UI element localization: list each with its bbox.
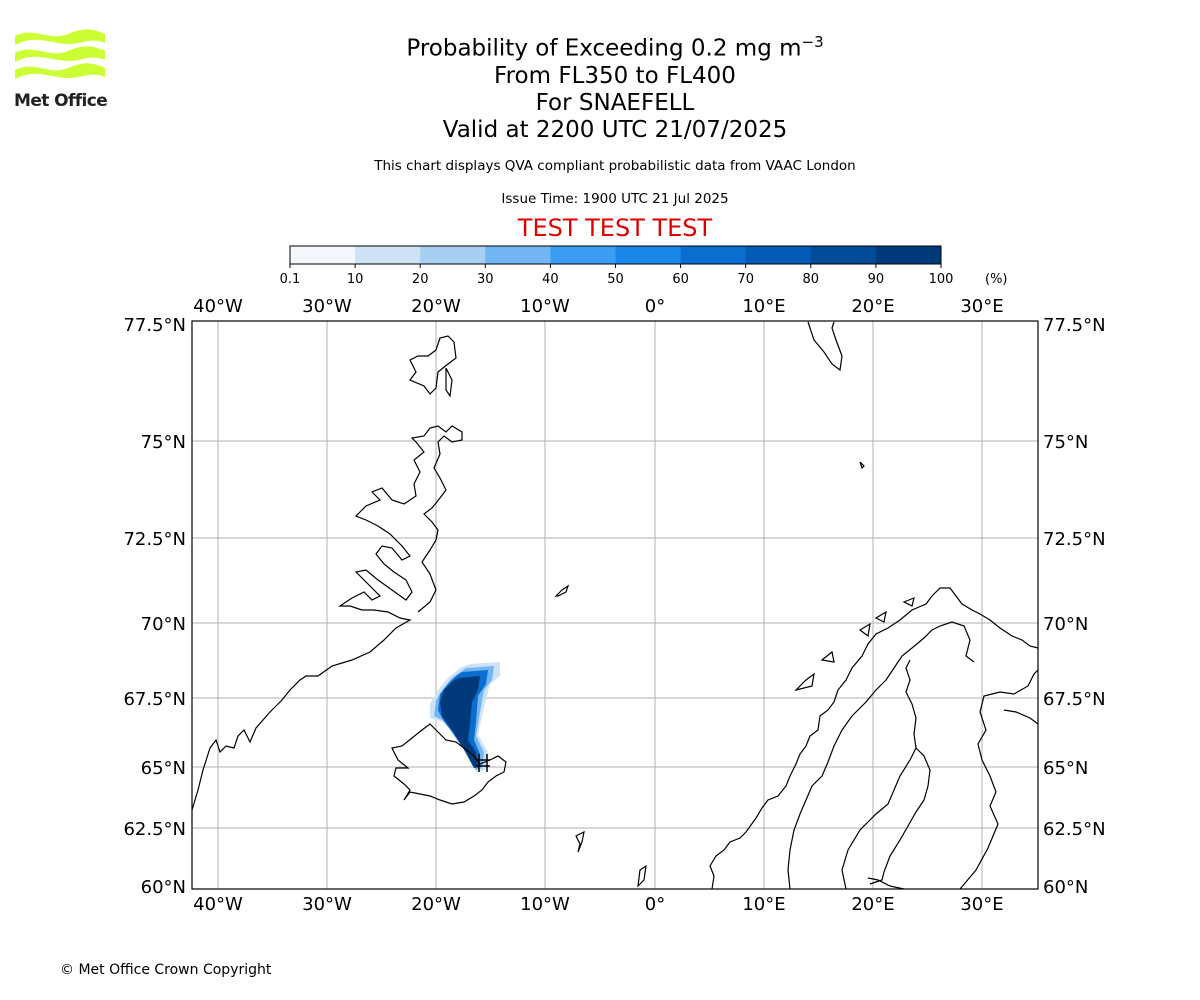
colorbar-segment bbox=[875, 246, 942, 264]
graticule bbox=[192, 321, 1038, 889]
colorbar-segment bbox=[745, 246, 812, 264]
map: 40°W 30°W 20°W 10°W 0° 10°E 20°E 30°E 40°W 30°W 2… bbox=[123, 296, 1106, 915]
colorbar-tick-label: 80 bbox=[803, 272, 820, 287]
chart-description: This chart displays QVA compliant probab… bbox=[374, 158, 856, 174]
lat-label-right: 65°N bbox=[1043, 758, 1088, 779]
colorbar-segment bbox=[290, 246, 356, 264]
lon-label-bottom: 20°E bbox=[851, 894, 894, 915]
volcano-marker-icon bbox=[476, 754, 490, 772]
lon-label-top: 20°E bbox=[851, 296, 894, 317]
colorbar-tick-label: 40 bbox=[542, 272, 559, 287]
lat-label-left: 70°N bbox=[141, 614, 186, 635]
lon-label-bottom: 10°E bbox=[742, 894, 785, 915]
lat-label-right: 77.5°N bbox=[1043, 315, 1106, 336]
copyright: © Met Office Crown Copyright bbox=[60, 962, 272, 978]
lon-label-bottom: 0° bbox=[645, 894, 665, 915]
lat-label-left: 65°N bbox=[141, 758, 186, 779]
colorbar-segment bbox=[550, 246, 616, 264]
lon-label-top: 30°E bbox=[960, 296, 1003, 317]
lat-label-left: 62.5°N bbox=[123, 819, 186, 840]
issue-time: Issue Time: 1900 UTC 21 Jul 2025 bbox=[501, 191, 729, 207]
colorbar-tick-label: 100 bbox=[929, 272, 954, 287]
colorbar-tick-label: 20 bbox=[412, 272, 429, 287]
lat-label-right: 60°N bbox=[1043, 877, 1088, 898]
colorbar-tick-label: 70 bbox=[737, 272, 754, 287]
colorbar: 0.1 10 20 30 40 50 60 70 80 90 100 (%) bbox=[280, 245, 1008, 287]
colorbar-tick-label: 10 bbox=[347, 272, 364, 287]
lon-label-top: 40°W bbox=[193, 296, 243, 317]
lon-label-bottom: 10°W bbox=[520, 894, 570, 915]
colorbar-segment bbox=[615, 246, 682, 264]
lat-label-right: 62.5°N bbox=[1043, 819, 1106, 840]
lat-label-left: 72.5°N bbox=[123, 529, 186, 550]
colorbar-tick-label: 30 bbox=[477, 272, 494, 287]
volcano-name: For SNAEFELL bbox=[535, 90, 695, 116]
lat-label-left: 77.5°N bbox=[123, 315, 186, 336]
chart-title: Probability of Exceeding 0.2 mg m−3 bbox=[406, 33, 824, 62]
lon-label-bottom: 20°W bbox=[411, 894, 461, 915]
colorbar-tick-label: 90 bbox=[868, 272, 885, 287]
lon-label-bottom: 30°W bbox=[302, 894, 352, 915]
map-frame-bg bbox=[192, 321, 1038, 889]
lon-label-top: 0° bbox=[645, 296, 665, 317]
colorbar-segment bbox=[485, 246, 551, 264]
lat-label-right: 67.5°N bbox=[1043, 689, 1106, 710]
valid-time: Valid at 2200 UTC 21/07/2025 bbox=[442, 117, 788, 143]
lat-label-left: 75°N bbox=[141, 432, 186, 453]
lat-label-right: 72.5°N bbox=[1043, 529, 1106, 550]
ash-plume bbox=[430, 662, 500, 772]
colorbar-unit: (%) bbox=[985, 272, 1008, 287]
colorbar-segment bbox=[355, 246, 421, 264]
logo-text: Met Office bbox=[14, 91, 108, 111]
colorbar-tick-label: 0.1 bbox=[280, 272, 301, 287]
lon-label-bottom: 30°E bbox=[960, 894, 1003, 915]
colorbar-tick-label: 50 bbox=[607, 272, 624, 287]
lat-label-right: 75°N bbox=[1043, 432, 1088, 453]
lon-label-top: 10°W bbox=[520, 296, 570, 317]
map-frame bbox=[191, 320, 1039, 890]
lat-label-right: 70°N bbox=[1043, 614, 1088, 635]
colorbar-segment bbox=[810, 246, 877, 264]
flight-levels: From FL350 to FL400 bbox=[494, 63, 736, 89]
coastlines bbox=[191, 321, 1039, 890]
lon-label-top: 10°E bbox=[742, 296, 785, 317]
met-office-logo bbox=[15, 29, 105, 79]
lat-label-left: 60°N bbox=[141, 877, 186, 898]
lon-label-bottom: 40°W bbox=[193, 894, 243, 915]
colorbar-tick-label: 60 bbox=[672, 272, 689, 287]
test-banner: TEST TEST TEST bbox=[517, 214, 713, 242]
colorbar-segment bbox=[680, 246, 747, 264]
lat-label-left: 67.5°N bbox=[123, 689, 186, 710]
lon-label-top: 30°W bbox=[302, 296, 352, 317]
colorbar-segment bbox=[420, 246, 486, 264]
lon-label-top: 20°W bbox=[411, 296, 461, 317]
